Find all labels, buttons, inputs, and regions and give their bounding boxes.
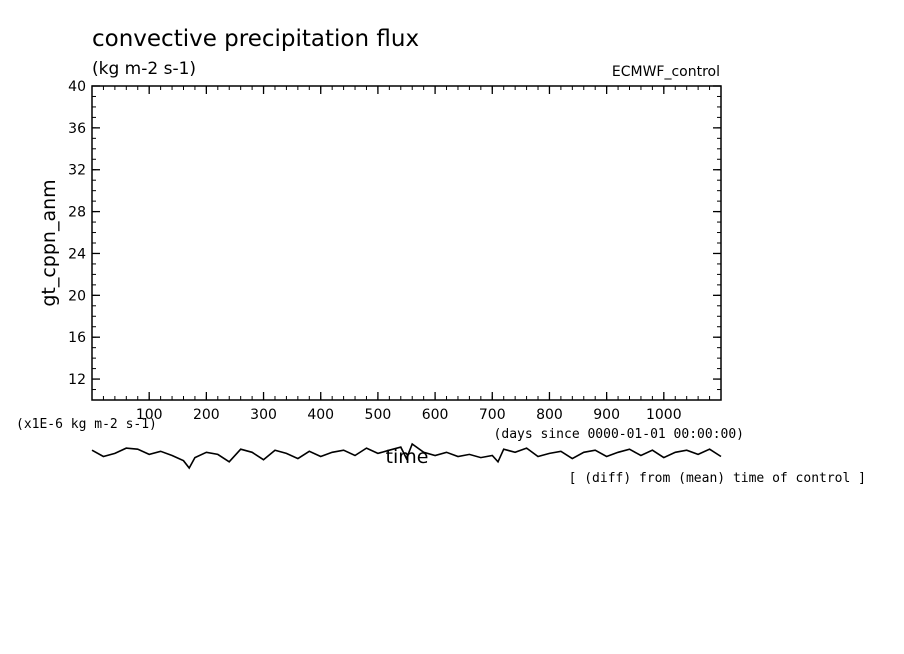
x-tick-label: 900 [593,407,620,423]
diff-annotation: [ (diff) from (mean) time of control ] [569,471,866,486]
y-tick-label: 32 [68,163,86,179]
chart-title: convective precipitation flux [92,26,419,52]
y-tick-label: 24 [68,246,86,262]
plot-frame [91,85,722,401]
y-tick-label: 28 [68,205,86,221]
y-tick-label: 20 [68,288,86,304]
x-tick-label: 200 [193,407,220,423]
x-tick-label: 500 [365,407,392,423]
y-tick-label: 36 [68,121,86,137]
chart-subtitle: (kg m-2 s-1) [92,59,196,79]
x-tick-label: 400 [307,407,334,423]
x-tick-label: 300 [250,407,277,423]
x-tick-label: 100 [136,407,163,423]
x-axis-ticks: 100 200 300 400 500 600 700 800 900 1000 [91,86,722,423]
x-tick-label: 800 [536,407,563,423]
x-tick-label: 600 [422,407,449,423]
y-axis-label: gt_cppn_anm [38,179,60,306]
y-axis-ticks: 12 16 20 24 28 32 36 40 [68,79,721,401]
x-unit-label: (days since 0000-01-01 00:00:00) [494,427,744,442]
y-tick-label: 12 [68,372,86,388]
x-tick-label: 700 [479,407,506,423]
x-tick-label: 1000 [646,407,682,423]
y-tick-label: 16 [68,330,86,346]
y-unit-label: (x1E-6 kg m-2 s-1) [16,417,157,432]
experiment-label: ECMWF_control [612,64,720,80]
series-line [91,442,722,470]
y-tick-label: 40 [68,79,86,95]
